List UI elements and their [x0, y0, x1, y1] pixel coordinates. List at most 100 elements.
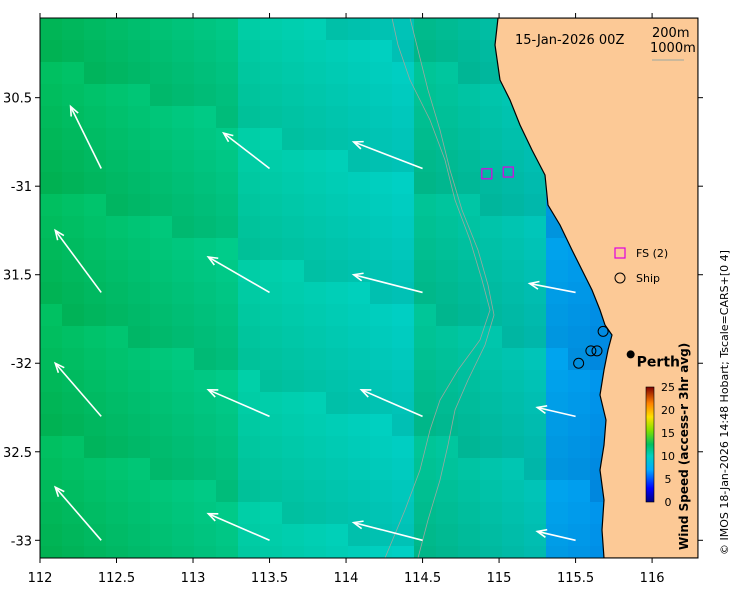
wind-cell — [150, 348, 172, 370]
wind-cell — [414, 436, 436, 458]
wind-cell — [40, 18, 62, 40]
wind-cell — [62, 216, 84, 238]
wind-cell — [458, 260, 480, 282]
fs-marker — [502, 166, 514, 178]
wind-cell — [216, 62, 238, 84]
wind-cell — [524, 216, 546, 238]
colorbar-tick-label: 25 — [661, 381, 675, 394]
wind-cell — [348, 304, 370, 326]
wind-cell — [106, 62, 128, 84]
wind-cell — [370, 150, 392, 172]
wind-cell — [370, 18, 392, 40]
wind-vector-head — [206, 255, 219, 266]
wind-cell — [326, 40, 348, 62]
wind-cell — [84, 480, 106, 502]
isobath-200m — [384, 18, 491, 558]
wind-cell — [524, 414, 546, 436]
wind-cell — [304, 62, 326, 84]
y-tick-label: 32.5 — [3, 446, 32, 461]
wind-cell — [238, 106, 260, 128]
wind-cell — [392, 238, 414, 260]
wind-cell — [62, 128, 84, 150]
wind-cell — [458, 392, 480, 414]
y-tick-label: -33 — [11, 534, 32, 549]
wind-vector-head — [222, 131, 234, 143]
wind-cell — [546, 392, 568, 414]
wind-cell — [260, 524, 282, 546]
wind-cell — [480, 216, 502, 238]
wind-cell — [348, 282, 370, 304]
wind-cell — [150, 326, 172, 348]
colorbar-tick-label: 0 — [665, 496, 672, 509]
wind-cell — [436, 414, 458, 436]
wind-cell — [282, 62, 304, 84]
ship-legend-marker — [614, 272, 626, 284]
wind-cell — [106, 546, 128, 558]
wind-cell — [106, 260, 128, 282]
wind-cell — [84, 194, 106, 216]
wind-cell — [194, 480, 216, 502]
wind-cell — [84, 436, 106, 458]
wind-vector-head — [351, 272, 364, 282]
wind-cell — [260, 18, 282, 40]
wind-cell — [370, 40, 392, 62]
wind-cell — [480, 172, 502, 194]
wind-cell — [40, 106, 62, 128]
wind-cell — [436, 84, 458, 106]
wind-cell — [282, 106, 304, 128]
wind-cell — [150, 260, 172, 282]
wind-cell — [436, 128, 458, 150]
wind-cell — [150, 480, 172, 502]
wind-cell — [238, 392, 260, 414]
wind-cell — [414, 348, 436, 370]
wind-cell — [502, 194, 524, 216]
wind-cell — [84, 260, 106, 282]
wind-cell — [458, 150, 480, 172]
wind-cell — [392, 348, 414, 370]
wind-cell — [106, 502, 128, 524]
wind-cell — [524, 326, 546, 348]
wind-cell — [348, 128, 370, 150]
wind-cell — [282, 150, 304, 172]
wind-cell — [502, 216, 524, 238]
wind-cell — [348, 348, 370, 370]
wind-vector-head — [527, 280, 540, 290]
wind-cell — [150, 282, 172, 304]
wind-cell — [216, 458, 238, 480]
wind-cell — [370, 84, 392, 106]
wind-cell — [370, 436, 392, 458]
wind-cell — [128, 304, 150, 326]
wind-cell — [128, 524, 150, 546]
wind-vector-head — [206, 388, 219, 398]
wind-cell — [40, 414, 62, 436]
wind-cell — [436, 260, 458, 282]
wind-cell — [40, 546, 62, 558]
wind-cell — [128, 238, 150, 260]
wind-cell — [304, 348, 326, 370]
wind-cell — [62, 238, 84, 260]
wind-cell — [40, 84, 62, 106]
wind-vector — [208, 389, 270, 418]
wind-cell — [546, 414, 568, 436]
wind-cell — [260, 194, 282, 216]
wind-cell — [326, 546, 348, 558]
wind-cell — [458, 546, 480, 558]
wind-cell — [326, 480, 348, 502]
wind-cell — [150, 40, 172, 62]
wind-cell — [260, 414, 282, 436]
wind-cell — [326, 62, 348, 84]
wind-cell — [216, 546, 238, 558]
wind-cell — [392, 436, 414, 458]
wind-cell — [568, 414, 590, 436]
wind-cell — [414, 62, 436, 84]
wind-cell — [260, 260, 282, 282]
wind-vector — [537, 530, 576, 542]
wind-cell — [436, 106, 458, 128]
wind-cell — [62, 480, 84, 502]
wind-cell — [128, 480, 150, 502]
wind-cell — [326, 370, 348, 392]
wind-cell — [194, 106, 216, 128]
colorbar-tick-label: 20 — [661, 404, 675, 417]
wind-cell — [40, 436, 62, 458]
wind-cell — [414, 546, 436, 558]
